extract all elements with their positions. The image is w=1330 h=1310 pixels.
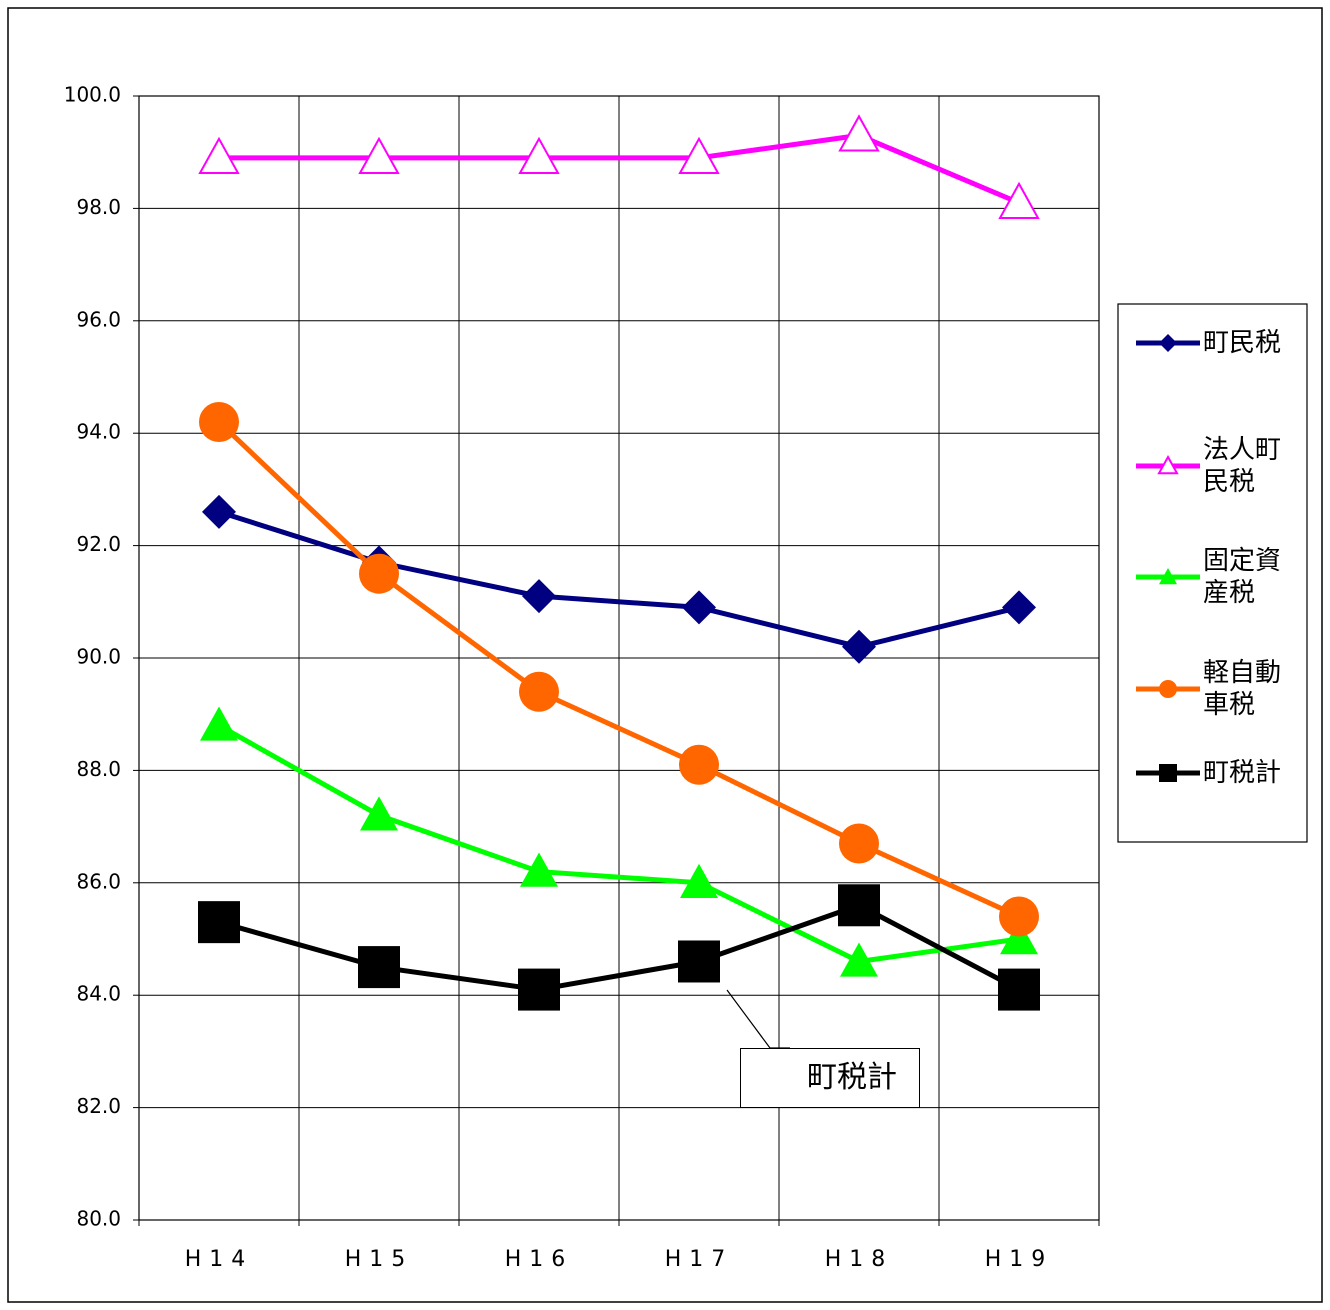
y-tick-label: 96.0 xyxy=(76,307,121,331)
marker-circle xyxy=(359,553,399,594)
annotation: 町税計 xyxy=(740,1048,920,1108)
y-tick-label: 80.0 xyxy=(76,1207,121,1231)
marker-circle xyxy=(199,401,239,442)
marker-triangle xyxy=(840,942,878,977)
marker-diamond xyxy=(202,494,236,529)
marker-triangle xyxy=(1000,920,1038,955)
series-line xyxy=(217,420,1021,919)
y-tick-label: 94.0 xyxy=(76,420,121,444)
marker-diamond xyxy=(522,579,556,614)
legend-label: 軽自動車税 xyxy=(1203,658,1282,720)
marker-circle xyxy=(839,823,879,864)
series-line xyxy=(218,509,1020,650)
marker-square xyxy=(838,884,880,927)
y-tick-label: 100.0 xyxy=(64,83,121,107)
marker-triangle xyxy=(520,852,558,887)
marker-triangle xyxy=(1159,568,1177,585)
marker-circle xyxy=(1159,680,1177,698)
x-tick-label: H19 xyxy=(985,1247,1054,1272)
marker-triangle xyxy=(678,136,720,175)
legend-label: 町税計 xyxy=(1203,758,1282,788)
x-tick-label: H16 xyxy=(505,1247,574,1272)
marker-square xyxy=(198,901,240,944)
y-tick-label: 98.0 xyxy=(76,195,121,219)
legend-box xyxy=(1117,303,1308,843)
marker-circle xyxy=(519,671,559,712)
marker-triangle xyxy=(998,181,1040,219)
marker-triangle xyxy=(1157,454,1179,475)
marker-triangle xyxy=(358,136,400,175)
marker-diamond xyxy=(682,590,716,625)
chart-border xyxy=(7,7,1323,1303)
marker-triangle xyxy=(198,136,240,175)
marker-triangle xyxy=(518,136,560,175)
x-tick-label: H15 xyxy=(345,1247,414,1272)
series-line xyxy=(218,902,1021,993)
series-line xyxy=(217,723,1020,964)
legend-label: 固定資産税 xyxy=(1203,546,1282,608)
marker-square xyxy=(678,940,720,983)
marker-triangle xyxy=(680,863,718,898)
legend-label: 法人町民税 xyxy=(1203,435,1282,497)
legend-label: 町民税 xyxy=(1203,328,1282,358)
grid xyxy=(133,95,1100,1226)
marker-square xyxy=(518,968,560,1011)
marker-triangle xyxy=(200,706,238,741)
x-tick-label: H18 xyxy=(825,1247,894,1272)
marker-diamond xyxy=(1159,334,1177,352)
marker-circle xyxy=(679,744,719,785)
y-tick-label: 82.0 xyxy=(76,1094,121,1118)
annotation-pointer xyxy=(726,989,790,1049)
marker-triangle xyxy=(838,114,880,152)
marker-diamond xyxy=(842,629,876,664)
y-tick-label: 86.0 xyxy=(76,869,121,893)
marker-square xyxy=(998,968,1040,1011)
marker-square xyxy=(358,946,400,989)
x-tick-label: H17 xyxy=(665,1247,734,1272)
marker-diamond xyxy=(1002,590,1036,625)
marker-circle xyxy=(999,896,1039,937)
y-tick-label: 84.0 xyxy=(76,982,121,1006)
y-tick-label: 90.0 xyxy=(76,645,121,669)
y-tick-label: 88.0 xyxy=(76,757,121,781)
marker-square xyxy=(1159,764,1177,782)
y-tick-label: 92.0 xyxy=(76,532,121,556)
series-line xyxy=(219,132,1020,206)
marker-triangle xyxy=(360,796,398,831)
x-tick-label: H14 xyxy=(185,1247,254,1272)
